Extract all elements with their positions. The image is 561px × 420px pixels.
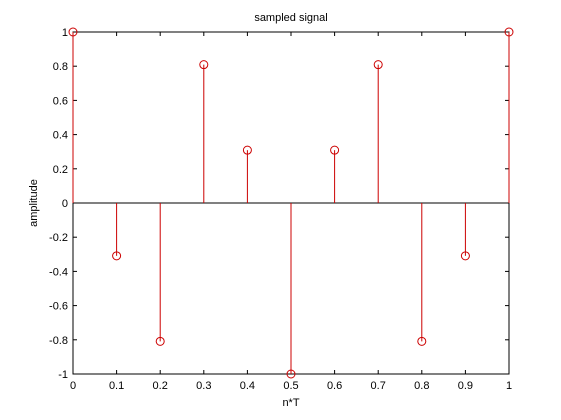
stem-marker bbox=[68, 27, 78, 37]
stem-marker bbox=[112, 251, 122, 261]
y-ticks: -1 -0.8 -0.6 -0.4 -0.2 0 0.2 0.4 0.6 0.8 1 bbox=[49, 27, 509, 381]
y-axis-label: amplitude bbox=[28, 179, 40, 227]
x-ticks: 0 0.1 0.2 0.3 0.4 0.5 0.6 0.7 0.8 0.9 1 bbox=[70, 32, 512, 392]
y-tick-label: 1 bbox=[62, 27, 68, 39]
x-tick-label: 0.7 bbox=[371, 380, 386, 392]
x-tick-label: 0.3 bbox=[196, 380, 211, 392]
x-tick-label: 1 bbox=[506, 380, 512, 392]
stem-marker bbox=[155, 336, 165, 346]
y-tick-label: -0.8 bbox=[49, 335, 68, 347]
stem-marker bbox=[242, 145, 252, 155]
stem-marker bbox=[504, 27, 514, 37]
y-tick-label: -0.4 bbox=[49, 266, 68, 278]
x-tick-label: 0 bbox=[70, 380, 76, 392]
x-tick-label: 0.9 bbox=[458, 380, 473, 392]
stem-marker bbox=[417, 336, 427, 346]
stem-marker bbox=[330, 145, 340, 155]
stem-marker bbox=[373, 60, 383, 70]
x-axis-label: n*T bbox=[282, 397, 299, 409]
x-tick-label: 0.6 bbox=[327, 380, 342, 392]
y-tick-label: 0.8 bbox=[53, 61, 68, 73]
y-tick-label: 0.2 bbox=[53, 164, 68, 176]
y-tick-label: 0.4 bbox=[53, 130, 68, 142]
x-tick-label: 0.4 bbox=[240, 380, 255, 392]
x-tick-label: 0.8 bbox=[414, 380, 429, 392]
y-tick-label: 0 bbox=[62, 198, 68, 210]
stems bbox=[68, 27, 514, 379]
y-tick-label: -1 bbox=[58, 369, 68, 381]
x-tick-label: 0.2 bbox=[153, 380, 168, 392]
y-tick-label: -0.6 bbox=[49, 301, 68, 313]
stem-marker bbox=[286, 369, 296, 379]
stem-marker bbox=[199, 60, 209, 70]
y-tick-label: 0.6 bbox=[53, 95, 68, 107]
x-tick-label: 0.1 bbox=[109, 380, 124, 392]
chart-title: sampled signal bbox=[254, 12, 327, 24]
y-tick-label: -0.2 bbox=[49, 232, 68, 244]
x-tick-label: 0.5 bbox=[283, 380, 298, 392]
stem-marker bbox=[460, 251, 470, 261]
